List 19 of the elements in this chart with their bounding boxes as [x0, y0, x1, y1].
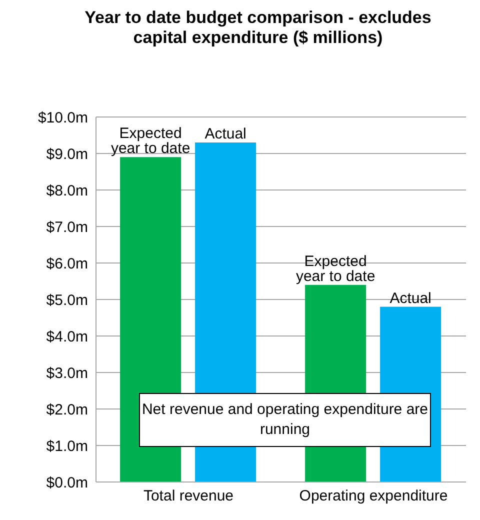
y-tick-label: $5.0m: [46, 292, 88, 309]
x-tick-label: Operating expenditure: [299, 488, 448, 505]
y-tick-label: $8.0m: [46, 182, 88, 200]
y-tick-label: $1.0m: [46, 438, 88, 455]
y-tick-label: $7.0m: [46, 218, 88, 236]
y-tick-label: $2.0m: [46, 401, 88, 418]
y-tick-label: $3.0m: [46, 364, 88, 382]
chart-title: Year to date budget comparison - excludes capital expenditure ($ millions): [84, 8, 432, 48]
series-label: Expected year to date: [110, 125, 190, 158]
series-label: Actual: [204, 126, 246, 143]
text: Expected year to date: [296, 252, 376, 285]
y-tick-label: $6.0m: [46, 255, 88, 272]
y-tick-label: $9.0m: [46, 146, 88, 163]
annotation: Net revenue and operating expenditure are running: [139, 393, 431, 447]
x-tick-label: Total revenue: [143, 488, 234, 505]
y-tick-label: $0.0m: [46, 474, 88, 492]
text: Actual: [390, 290, 432, 307]
y-tick-label: $4.0m: [46, 328, 88, 346]
y-tick-label: $10.0m: [38, 109, 88, 126]
